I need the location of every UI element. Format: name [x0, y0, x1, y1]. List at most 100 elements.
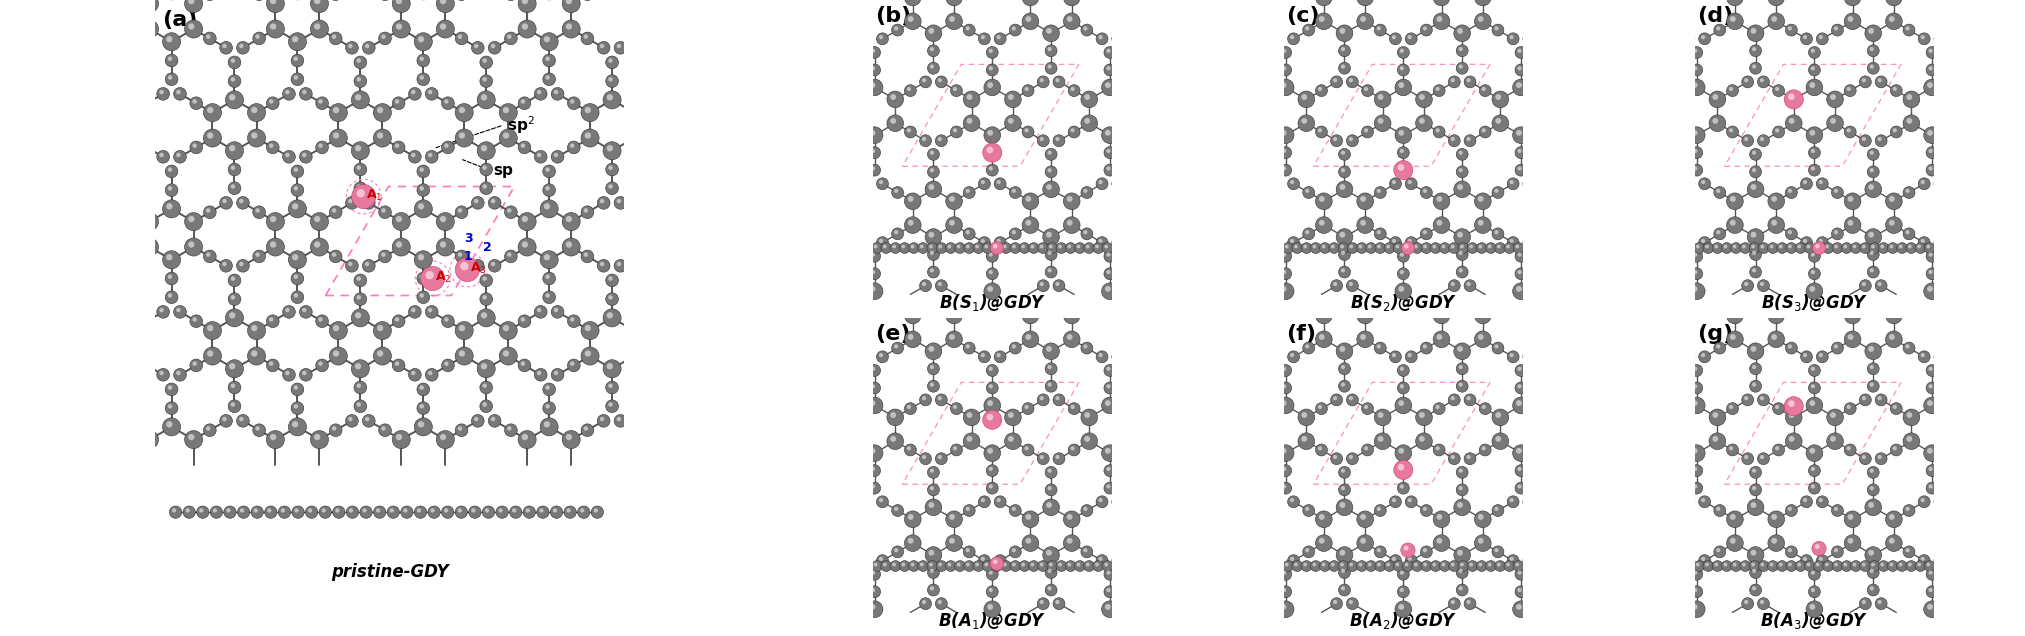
Circle shape — [269, 241, 275, 247]
Circle shape — [1748, 547, 1764, 563]
Circle shape — [1450, 282, 1454, 286]
Circle shape — [1067, 220, 1073, 226]
Circle shape — [992, 244, 998, 249]
Circle shape — [1023, 444, 1035, 456]
Circle shape — [1845, 85, 1857, 97]
Circle shape — [551, 506, 563, 518]
Circle shape — [1071, 405, 1075, 409]
Circle shape — [472, 197, 484, 209]
Circle shape — [498, 508, 502, 513]
Circle shape — [1440, 242, 1450, 253]
Circle shape — [482, 184, 486, 189]
Circle shape — [954, 446, 958, 450]
Circle shape — [415, 32, 431, 51]
Circle shape — [1302, 561, 1312, 571]
Circle shape — [1788, 344, 1792, 349]
Circle shape — [1952, 189, 1956, 193]
Circle shape — [1750, 184, 1756, 190]
Circle shape — [1292, 561, 1302, 571]
Circle shape — [919, 394, 932, 406]
Circle shape — [1926, 569, 1938, 580]
Circle shape — [1717, 507, 1721, 511]
Circle shape — [1788, 26, 1792, 31]
Circle shape — [160, 371, 164, 375]
Circle shape — [1359, 245, 1363, 249]
Circle shape — [925, 547, 942, 563]
Circle shape — [1341, 586, 1345, 590]
Circle shape — [1713, 24, 1725, 36]
Circle shape — [925, 343, 942, 359]
Circle shape — [1869, 168, 1873, 172]
Circle shape — [1347, 135, 1359, 147]
Circle shape — [223, 262, 227, 266]
Circle shape — [1784, 90, 1804, 109]
Circle shape — [1474, 193, 1490, 210]
Circle shape — [1399, 384, 1403, 389]
Circle shape — [1944, 91, 1960, 107]
Circle shape — [1284, 245, 1288, 249]
Circle shape — [1049, 245, 1053, 249]
Circle shape — [848, 412, 855, 418]
Circle shape — [966, 303, 970, 307]
Circle shape — [460, 350, 466, 357]
Circle shape — [984, 79, 1000, 96]
Circle shape — [1008, 504, 1021, 516]
Circle shape — [318, 361, 322, 366]
Circle shape — [1375, 409, 1391, 425]
Circle shape — [1347, 76, 1359, 88]
Circle shape — [871, 467, 875, 471]
Circle shape — [1539, 301, 1549, 313]
Circle shape — [1685, 353, 1689, 357]
Circle shape — [1045, 166, 1057, 178]
Circle shape — [1339, 62, 1351, 74]
Circle shape — [972, 561, 984, 571]
Circle shape — [986, 147, 992, 153]
Circle shape — [1948, 436, 1954, 442]
Circle shape — [1367, 563, 1371, 567]
Circle shape — [919, 280, 932, 292]
Circle shape — [1904, 301, 1916, 313]
Circle shape — [1693, 167, 1697, 170]
Text: A$_1$: A$_1$ — [367, 188, 383, 204]
Circle shape — [1691, 382, 1703, 394]
Circle shape — [1104, 268, 1116, 280]
Circle shape — [284, 368, 296, 381]
Circle shape — [1081, 433, 1098, 450]
Circle shape — [1039, 563, 1043, 567]
Circle shape — [1055, 242, 1067, 253]
Circle shape — [379, 250, 391, 263]
Circle shape — [927, 550, 934, 556]
Circle shape — [1045, 584, 1057, 596]
Circle shape — [1389, 33, 1401, 45]
Circle shape — [1454, 547, 1470, 563]
Circle shape — [1075, 561, 1085, 571]
Circle shape — [1436, 334, 1442, 340]
Circle shape — [1341, 469, 1345, 473]
Text: 2: 2 — [482, 241, 492, 254]
Circle shape — [1802, 294, 1806, 298]
Circle shape — [1952, 303, 1956, 307]
Circle shape — [1669, 115, 1685, 132]
Circle shape — [966, 344, 970, 349]
Circle shape — [1715, 563, 1717, 567]
Circle shape — [1744, 282, 1748, 286]
Circle shape — [417, 165, 429, 177]
Circle shape — [929, 168, 934, 172]
Circle shape — [1349, 563, 1353, 567]
Circle shape — [1365, 242, 1377, 253]
Circle shape — [286, 371, 290, 375]
Circle shape — [1047, 184, 1051, 190]
Circle shape — [1768, 193, 1784, 210]
Circle shape — [237, 259, 249, 272]
Circle shape — [377, 508, 381, 513]
Circle shape — [207, 34, 211, 39]
Circle shape — [871, 149, 875, 153]
Circle shape — [867, 445, 883, 462]
Circle shape — [1071, 87, 1075, 91]
Circle shape — [480, 163, 492, 176]
Circle shape — [1934, 237, 1946, 249]
Circle shape — [1788, 189, 1792, 193]
Circle shape — [310, 20, 328, 38]
Circle shape — [1831, 412, 1837, 418]
Circle shape — [284, 305, 296, 318]
